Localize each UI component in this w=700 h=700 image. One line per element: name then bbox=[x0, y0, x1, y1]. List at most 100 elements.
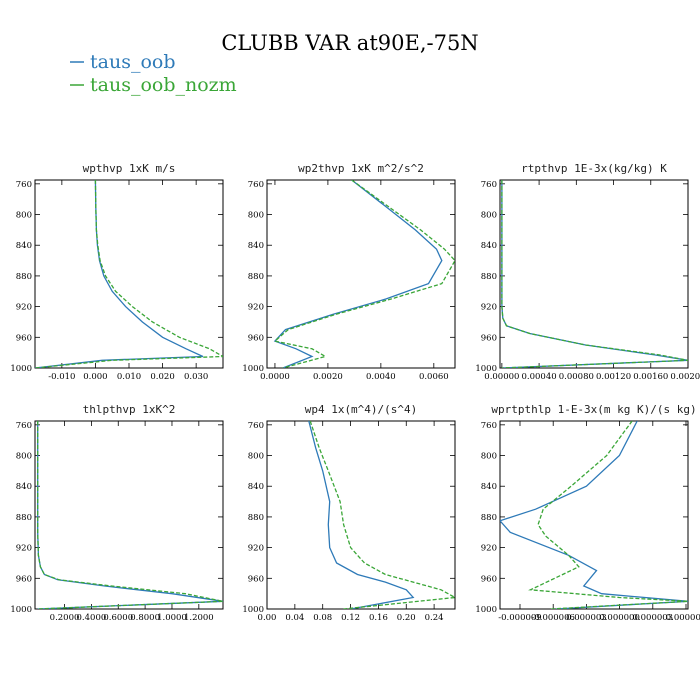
y-tick-label: 800 bbox=[481, 211, 497, 221]
x-tick-label: 0.0060 bbox=[419, 372, 449, 382]
y-tick-label: 920 bbox=[248, 303, 264, 313]
y-tick-label: 800 bbox=[481, 452, 497, 462]
y-tick-label: 920 bbox=[16, 544, 32, 554]
legend: taus_oob taus_oob_nozm bbox=[70, 51, 237, 96]
y-tick-label: 800 bbox=[16, 211, 32, 221]
plot-frame bbox=[266, 179, 456, 369]
series-line-taus_oob bbox=[35, 180, 204, 368]
x-tick-label: -0.000006 bbox=[531, 613, 574, 623]
x-tick-label: 0.16 bbox=[369, 613, 388, 623]
x-tick-label: 1.0000 bbox=[157, 613, 187, 623]
x-tick-label: 0.04 bbox=[285, 613, 304, 623]
panel-1: wpthvp 1xK m/s 760 800 840 880 920 960 1000 -0.0… bbox=[10, 162, 224, 382]
x-tick-label: 0.24 bbox=[425, 613, 444, 623]
x-tick-label: 0.0040 bbox=[366, 372, 396, 382]
y-tick-label: 760 bbox=[16, 180, 32, 190]
panel-5: wp4 1x(m^4)/(s^4)76080084088092096010000… bbox=[242, 403, 456, 623]
x-tick-label: 0.00 bbox=[258, 613, 277, 623]
x-tick-label: 0.0020 bbox=[313, 372, 343, 382]
x-tick-label: 0.0000 bbox=[260, 372, 290, 382]
x-tick-label: 0.000000 bbox=[599, 613, 640, 623]
x-tick-label: 0.000 bbox=[83, 372, 107, 382]
y-tick-label: 960 bbox=[248, 574, 264, 584]
y-tick-label: 920 bbox=[248, 544, 264, 554]
panel-title: rtpthvp 1E-3x(kg/kg) K bbox=[521, 162, 667, 175]
y-tick-label: 760 bbox=[481, 421, 497, 431]
y-tick-label: 920 bbox=[481, 303, 497, 313]
x-tick-label: 0.08 bbox=[313, 613, 332, 623]
y-tick-label: 880 bbox=[248, 513, 264, 523]
y-tick-label: 840 bbox=[16, 482, 32, 492]
figure-title: CLUBB VAR at90E,-75N bbox=[221, 31, 478, 55]
panel-title: wprtpthlp 1-E-3x(m kg K)/(s kg) bbox=[491, 403, 696, 416]
y-tick-label: 920 bbox=[481, 544, 497, 554]
y-tick-label: 840 bbox=[16, 241, 32, 251]
y-tick-label: 1000 bbox=[242, 605, 264, 615]
y-tick-label: 880 bbox=[16, 513, 32, 523]
series-line-taus_oob_nozm bbox=[37, 421, 223, 609]
plot-frame bbox=[266, 420, 456, 610]
plot-frame bbox=[499, 179, 689, 369]
x-tick-label: 0.030 bbox=[184, 372, 208, 382]
x-tick-label: 0.6000 bbox=[103, 613, 133, 623]
series-line-taus_oob bbox=[308, 421, 415, 609]
plot-frame bbox=[34, 420, 224, 610]
plot-frame bbox=[34, 179, 224, 369]
x-tick-label: 0.00040 bbox=[522, 372, 557, 382]
y-tick-label: 800 bbox=[248, 211, 264, 221]
legend-label-1: taus_oob_nozm bbox=[90, 74, 237, 96]
y-tick-label: 960 bbox=[16, 333, 32, 343]
x-tick-label: -0.010 bbox=[48, 372, 75, 382]
y-tick-label: 960 bbox=[481, 333, 497, 343]
series-line-taus_oob_nozm bbox=[273, 180, 455, 368]
panel-6: wprtpthlp 1-E-3x(m kg K)/(s kg) 760 800 840… bbox=[475, 403, 700, 623]
series-line-taus_oob bbox=[500, 421, 688, 609]
x-tick-label: 0.00160 bbox=[633, 372, 668, 382]
x-tick-label: 0.010 bbox=[117, 372, 141, 382]
x-tick-label: -0.000009 bbox=[498, 613, 541, 623]
y-tick-label: 960 bbox=[481, 574, 497, 584]
series-line-taus_oob_nozm bbox=[309, 421, 455, 609]
x-tick-label: 0.000003 bbox=[633, 613, 674, 623]
x-tick-label: 0.00080 bbox=[559, 372, 594, 382]
y-tick-label: 1000 bbox=[475, 605, 497, 615]
y-tick-label: 880 bbox=[248, 272, 264, 282]
y-tick-label: 760 bbox=[248, 421, 264, 431]
x-tick-label: 0.000006 bbox=[666, 613, 700, 623]
y-tick-label: 1000 bbox=[10, 605, 32, 615]
y-tick-label: 960 bbox=[248, 333, 264, 343]
y-tick-label: 760 bbox=[248, 180, 264, 190]
x-tick-label: 0.000003 bbox=[566, 613, 607, 623]
y-tick-label: 800 bbox=[16, 452, 32, 462]
plot-frame bbox=[499, 420, 689, 610]
legend-label-0: taus_oob bbox=[90, 51, 176, 73]
x-tick-label: 0.020 bbox=[150, 372, 174, 382]
y-tick-label: 920 bbox=[16, 303, 32, 313]
y-tick-label: 880 bbox=[481, 272, 497, 282]
series-line-taus_oob_nozm bbox=[528, 421, 688, 609]
y-tick-label: 840 bbox=[248, 241, 264, 251]
y-tick-label: 960 bbox=[16, 574, 32, 584]
x-tick-label: 1.2000 bbox=[184, 613, 214, 623]
x-tick-label: 0.2000 bbox=[50, 613, 80, 623]
x-tick-label: 0.12 bbox=[341, 613, 360, 623]
x-tick-label: 0.00000 bbox=[484, 372, 519, 382]
y-tick-label: 760 bbox=[16, 421, 32, 431]
panel-title: wpthvp 1xK m/s bbox=[83, 162, 176, 175]
panel-3: rtpthvp 1E-3x(kg/kg) K 760 800 840 880 920 960… bbox=[475, 162, 700, 382]
x-tick-label: 0.20 bbox=[397, 613, 416, 623]
y-tick-label: 800 bbox=[248, 452, 264, 462]
series-line-taus_oob_nozm bbox=[501, 180, 688, 368]
y-tick-label: 880 bbox=[16, 272, 32, 282]
y-tick-label: 1000 bbox=[475, 364, 497, 374]
series-line-taus_oob_nozm bbox=[35, 180, 223, 368]
x-tick-label: 0.8000 bbox=[130, 613, 160, 623]
y-tick-label: 880 bbox=[481, 513, 497, 523]
y-tick-label: 1000 bbox=[10, 364, 32, 374]
panel-title: wp4 1x(m^4)/(s^4) bbox=[305, 403, 418, 416]
panel-title: thlpthvp 1xK^2 bbox=[83, 403, 176, 416]
x-tick-label: 0.4000 bbox=[77, 613, 107, 623]
y-tick-label: 840 bbox=[481, 482, 497, 492]
